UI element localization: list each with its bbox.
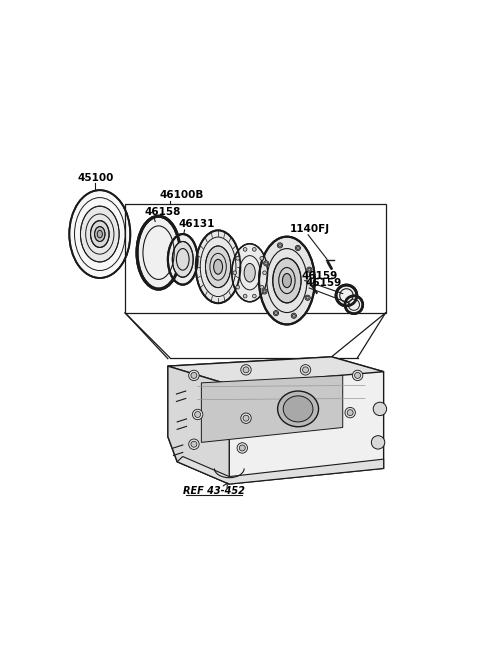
Text: 46159: 46159: [305, 278, 342, 288]
Circle shape: [372, 436, 385, 449]
Polygon shape: [168, 366, 229, 484]
Ellipse shape: [81, 206, 119, 262]
Ellipse shape: [137, 216, 180, 289]
Text: REF 43-452: REF 43-452: [183, 486, 245, 496]
Polygon shape: [202, 375, 343, 442]
Circle shape: [252, 294, 256, 298]
Ellipse shape: [273, 258, 301, 303]
Circle shape: [302, 367, 309, 373]
Ellipse shape: [97, 231, 102, 238]
Circle shape: [274, 310, 278, 316]
Circle shape: [236, 257, 240, 260]
Text: 45100: 45100: [77, 173, 114, 183]
Ellipse shape: [196, 231, 240, 303]
Circle shape: [195, 411, 201, 417]
Circle shape: [355, 373, 360, 379]
Circle shape: [243, 294, 247, 298]
Circle shape: [300, 365, 311, 375]
Ellipse shape: [277, 391, 319, 427]
Circle shape: [243, 415, 249, 421]
Ellipse shape: [205, 246, 231, 288]
Circle shape: [295, 414, 301, 420]
Circle shape: [296, 246, 300, 250]
Ellipse shape: [336, 285, 357, 306]
Circle shape: [373, 402, 386, 415]
Circle shape: [292, 314, 295, 317]
Circle shape: [240, 445, 245, 451]
Circle shape: [306, 296, 309, 299]
Circle shape: [263, 290, 266, 293]
Text: 46158: 46158: [145, 207, 181, 217]
Circle shape: [243, 248, 247, 252]
Text: 46100B: 46100B: [160, 190, 204, 200]
Circle shape: [243, 367, 249, 373]
Text: 46159: 46159: [301, 271, 337, 280]
Circle shape: [264, 262, 268, 265]
Text: 1140FJ: 1140FJ: [289, 224, 330, 234]
Circle shape: [241, 365, 251, 375]
Polygon shape: [168, 357, 384, 484]
Circle shape: [262, 289, 267, 294]
Circle shape: [233, 271, 237, 274]
Circle shape: [260, 286, 264, 289]
Text: 46131: 46131: [178, 219, 215, 229]
Ellipse shape: [95, 227, 105, 242]
Circle shape: [236, 286, 240, 289]
Circle shape: [352, 370, 363, 381]
Circle shape: [252, 248, 256, 252]
Ellipse shape: [232, 244, 267, 302]
Circle shape: [264, 261, 269, 266]
Circle shape: [192, 409, 203, 420]
Circle shape: [307, 267, 312, 272]
Circle shape: [291, 313, 297, 318]
Ellipse shape: [168, 234, 198, 285]
Circle shape: [189, 370, 199, 381]
Ellipse shape: [244, 263, 255, 282]
Ellipse shape: [214, 259, 223, 274]
Ellipse shape: [345, 296, 363, 314]
Circle shape: [305, 295, 310, 301]
Circle shape: [293, 412, 303, 422]
Ellipse shape: [283, 396, 313, 422]
Circle shape: [345, 407, 355, 418]
Circle shape: [189, 439, 199, 449]
Ellipse shape: [69, 190, 130, 278]
Polygon shape: [168, 357, 384, 384]
Circle shape: [237, 443, 248, 453]
Circle shape: [191, 441, 197, 447]
Circle shape: [263, 271, 266, 274]
Polygon shape: [177, 457, 384, 484]
Circle shape: [275, 312, 277, 314]
Circle shape: [260, 257, 264, 260]
Circle shape: [191, 373, 197, 379]
Ellipse shape: [259, 236, 315, 324]
Circle shape: [241, 413, 251, 423]
Circle shape: [308, 268, 311, 271]
Circle shape: [277, 243, 283, 248]
Ellipse shape: [172, 242, 193, 277]
Circle shape: [278, 244, 281, 247]
Circle shape: [347, 409, 353, 415]
Ellipse shape: [282, 274, 291, 288]
Ellipse shape: [91, 221, 109, 248]
Circle shape: [295, 246, 300, 251]
